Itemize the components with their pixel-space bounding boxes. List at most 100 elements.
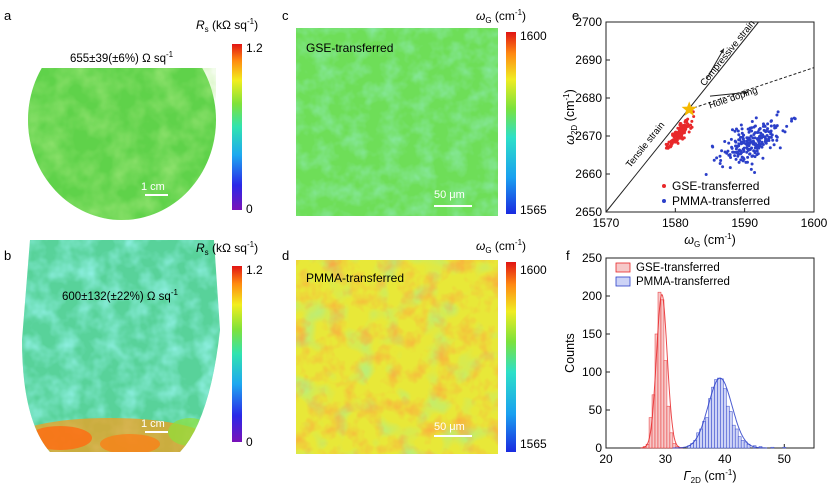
point-e-0-109: [671, 133, 675, 137]
colorbar-min-c: 1565: [520, 203, 547, 217]
point-e-1-183: [764, 130, 768, 134]
y-tick-label-e-1: 2660: [575, 167, 602, 181]
bar-f-1-17: [737, 436, 742, 449]
annotation-a-sup: -1: [166, 50, 174, 59]
point-e-1-190: [741, 141, 745, 145]
bar-f-1-16: [734, 428, 739, 449]
panel-c: c GSE-transferred 50 μm ωG (cm-1) 1600 1…: [282, 8, 547, 217]
point-e-1-96: [737, 160, 741, 164]
bars-f-1: [687, 377, 787, 449]
bar-f-1-12: [723, 388, 727, 449]
series-e-1: [704, 110, 797, 176]
point-e-1-56: [737, 133, 741, 137]
point-e-1-209: [761, 135, 765, 139]
point-e-1-152: [730, 146, 734, 150]
point-e-1-46: [771, 138, 775, 142]
point-e-1-134: [768, 146, 772, 150]
compressive-arrow: [706, 48, 725, 80]
point-e-1-93: [748, 152, 752, 156]
scalebar-label-b: 1 cm: [141, 418, 165, 430]
scalebar-label-d: 50 μm: [434, 421, 465, 433]
bars-f-0: [642, 291, 680, 449]
colorbar-d: ωG (cm-1) 1600 1565: [476, 238, 547, 452]
colorbar-title-a: Rs (kΩ sq-1): [196, 17, 258, 34]
fit-curve-f-0: [640, 293, 683, 449]
point-e-1-15: [736, 129, 740, 133]
point-e-0-147: [673, 137, 677, 141]
point-e-0-101: [679, 122, 683, 126]
point-e-1-12: [734, 157, 738, 161]
point-e-1-143: [753, 146, 757, 150]
scalebar-c: 50 μm: [434, 189, 472, 207]
colorbar-max-a: 1.2: [246, 41, 263, 55]
point-e-1-100: [753, 170, 757, 174]
point-e-0-137: [678, 126, 682, 130]
y-axis-label-e: ω2D (cm-1): [562, 89, 579, 145]
point-e-0-145: [677, 133, 681, 137]
point-e-1-0: [733, 154, 737, 158]
raman-map-d: [296, 260, 498, 454]
point-e-1-131: [737, 138, 741, 142]
point-e-1-107: [757, 127, 761, 131]
point-e-1-141: [742, 133, 746, 137]
x-tick-label-e-3: 1600: [801, 216, 828, 230]
legend-label-f-0: GSE-transferred: [636, 262, 720, 274]
point-e-1-58: [747, 130, 751, 134]
panel-letter-e: e: [572, 8, 579, 23]
point-e-1-179: [712, 158, 716, 162]
point-e-1-191: [739, 149, 743, 153]
point-e-0-148: [679, 129, 683, 133]
point-e-1-60: [746, 155, 750, 159]
point-e-1-102: [769, 131, 773, 135]
strain-line: [605, 21, 759, 213]
point-e-1-145: [739, 123, 743, 127]
y-axis-label-f: Counts: [563, 333, 577, 373]
point-e-1-212: [704, 172, 708, 176]
bar-f-1-13: [726, 405, 730, 449]
point-e-1-63: [715, 156, 719, 160]
y-tick-label-e-0: 2650: [575, 205, 602, 219]
y-tick-label-e-2: 2670: [575, 129, 602, 143]
annotation-b: 600±132(±22%) Ω sq: [62, 291, 171, 303]
legend-label-e-1: PMMA-transferred: [672, 194, 770, 208]
point-e-1-186: [783, 130, 787, 134]
point-e-1-1: [728, 166, 732, 170]
y-tick-label-e-4: 2690: [575, 53, 602, 67]
doping-arrow: [709, 90, 749, 97]
point-e-1-195: [746, 127, 750, 131]
bar-f-0-7: [663, 360, 668, 449]
point-e-0-114: [689, 126, 693, 130]
point-e-1-187: [723, 139, 727, 143]
bar-f-1-9: [714, 379, 718, 449]
bar-f-1-8: [711, 386, 715, 449]
legend-label-f-1: PMMA-transferred: [636, 276, 730, 288]
point-e-1-119: [756, 143, 760, 147]
point-e-1-172: [765, 134, 769, 138]
point-e-1-162: [793, 117, 797, 121]
point-e-0-112: [687, 124, 691, 128]
point-e-1-189: [745, 136, 749, 140]
point-e-1-171: [756, 152, 760, 156]
legend-marker-f-0: [615, 262, 631, 273]
point-e-1-214: [730, 128, 734, 132]
point-e-1-113: [750, 162, 754, 166]
point-e-1-170: [769, 135, 773, 139]
x-tick-label-f-3: 50: [778, 452, 792, 466]
point-e-1-29: [790, 117, 794, 121]
x-tick-label-e-1: 1580: [662, 216, 689, 230]
point-e-1-23: [753, 151, 757, 155]
point-e-1-144: [772, 124, 776, 128]
point-e-0-144: [664, 146, 668, 150]
point-e-1-164: [776, 110, 780, 114]
doping-arrow-head: [743, 90, 749, 95]
point-e-0-143: [686, 117, 690, 121]
colorbar-c: ωG (cm-1) 1600 1565: [476, 8, 547, 217]
bar-f-1-18: [740, 440, 745, 449]
point-e-1-37: [753, 136, 757, 140]
legend-marker-e-0: [662, 184, 666, 188]
map-label-c: GSE-transferred: [306, 41, 393, 55]
point-e-1-157: [757, 140, 761, 144]
point-e-1-151: [725, 151, 729, 155]
point-e-1-126: [790, 119, 794, 123]
